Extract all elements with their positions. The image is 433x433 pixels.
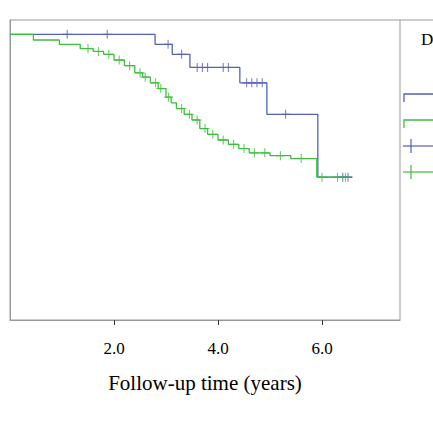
svg-text:6.0: 6.0 [311, 339, 332, 358]
svg-text:D: D [421, 30, 433, 49]
svg-text:Follow-up time (years): Follow-up time (years) [108, 371, 302, 395]
svg-text:2.0: 2.0 [103, 339, 124, 358]
svg-text:4.0: 4.0 [207, 339, 228, 358]
